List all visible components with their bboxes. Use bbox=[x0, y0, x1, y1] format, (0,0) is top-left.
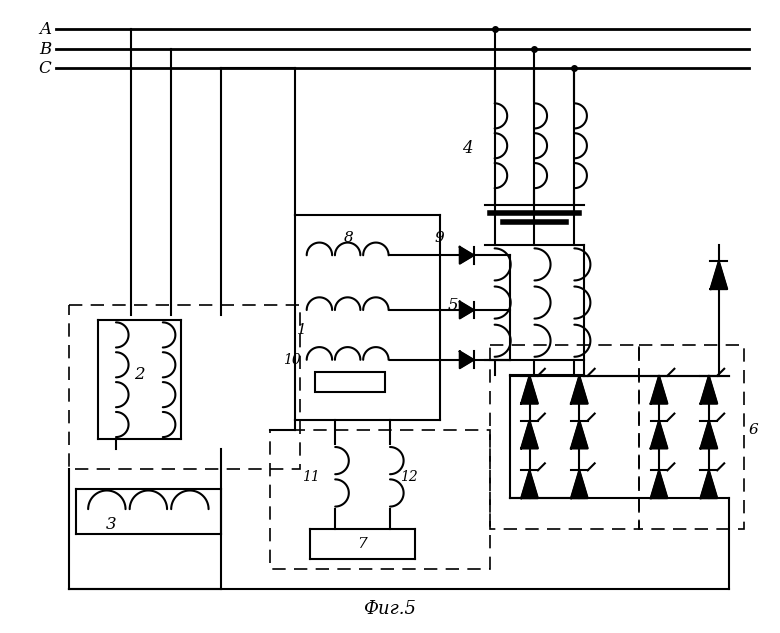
Text: 6: 6 bbox=[749, 422, 758, 437]
Bar bbox=[69, 305, 300, 469]
Polygon shape bbox=[521, 420, 538, 448]
Polygon shape bbox=[459, 302, 473, 318]
Text: 5: 5 bbox=[447, 296, 458, 313]
Text: 8: 8 bbox=[343, 231, 353, 246]
Text: 3: 3 bbox=[105, 516, 116, 532]
Text: 4: 4 bbox=[462, 141, 473, 157]
Text: 10: 10 bbox=[282, 353, 300, 367]
Text: C: C bbox=[38, 60, 51, 77]
Bar bbox=[271, 430, 490, 569]
Bar bbox=[639, 345, 744, 529]
Bar bbox=[315, 372, 385, 392]
Text: 2: 2 bbox=[133, 367, 144, 383]
Text: 7: 7 bbox=[357, 537, 367, 551]
Polygon shape bbox=[521, 376, 538, 404]
Bar bbox=[490, 345, 639, 529]
Polygon shape bbox=[571, 470, 587, 498]
Text: B: B bbox=[39, 41, 51, 58]
Polygon shape bbox=[651, 470, 668, 498]
Text: 1: 1 bbox=[297, 323, 307, 337]
Polygon shape bbox=[700, 470, 718, 498]
Polygon shape bbox=[700, 420, 718, 448]
Polygon shape bbox=[571, 376, 587, 404]
Polygon shape bbox=[571, 420, 587, 448]
Text: 12: 12 bbox=[400, 470, 418, 484]
Polygon shape bbox=[711, 261, 727, 289]
Polygon shape bbox=[700, 376, 718, 404]
Text: A: A bbox=[39, 21, 51, 38]
Polygon shape bbox=[521, 470, 538, 498]
Polygon shape bbox=[459, 247, 473, 263]
Text: Фиг.5: Фиг.5 bbox=[363, 599, 417, 618]
Polygon shape bbox=[651, 376, 668, 404]
Polygon shape bbox=[651, 420, 668, 448]
Text: 9: 9 bbox=[434, 231, 445, 246]
Text: 11: 11 bbox=[303, 470, 321, 484]
Polygon shape bbox=[459, 351, 473, 368]
